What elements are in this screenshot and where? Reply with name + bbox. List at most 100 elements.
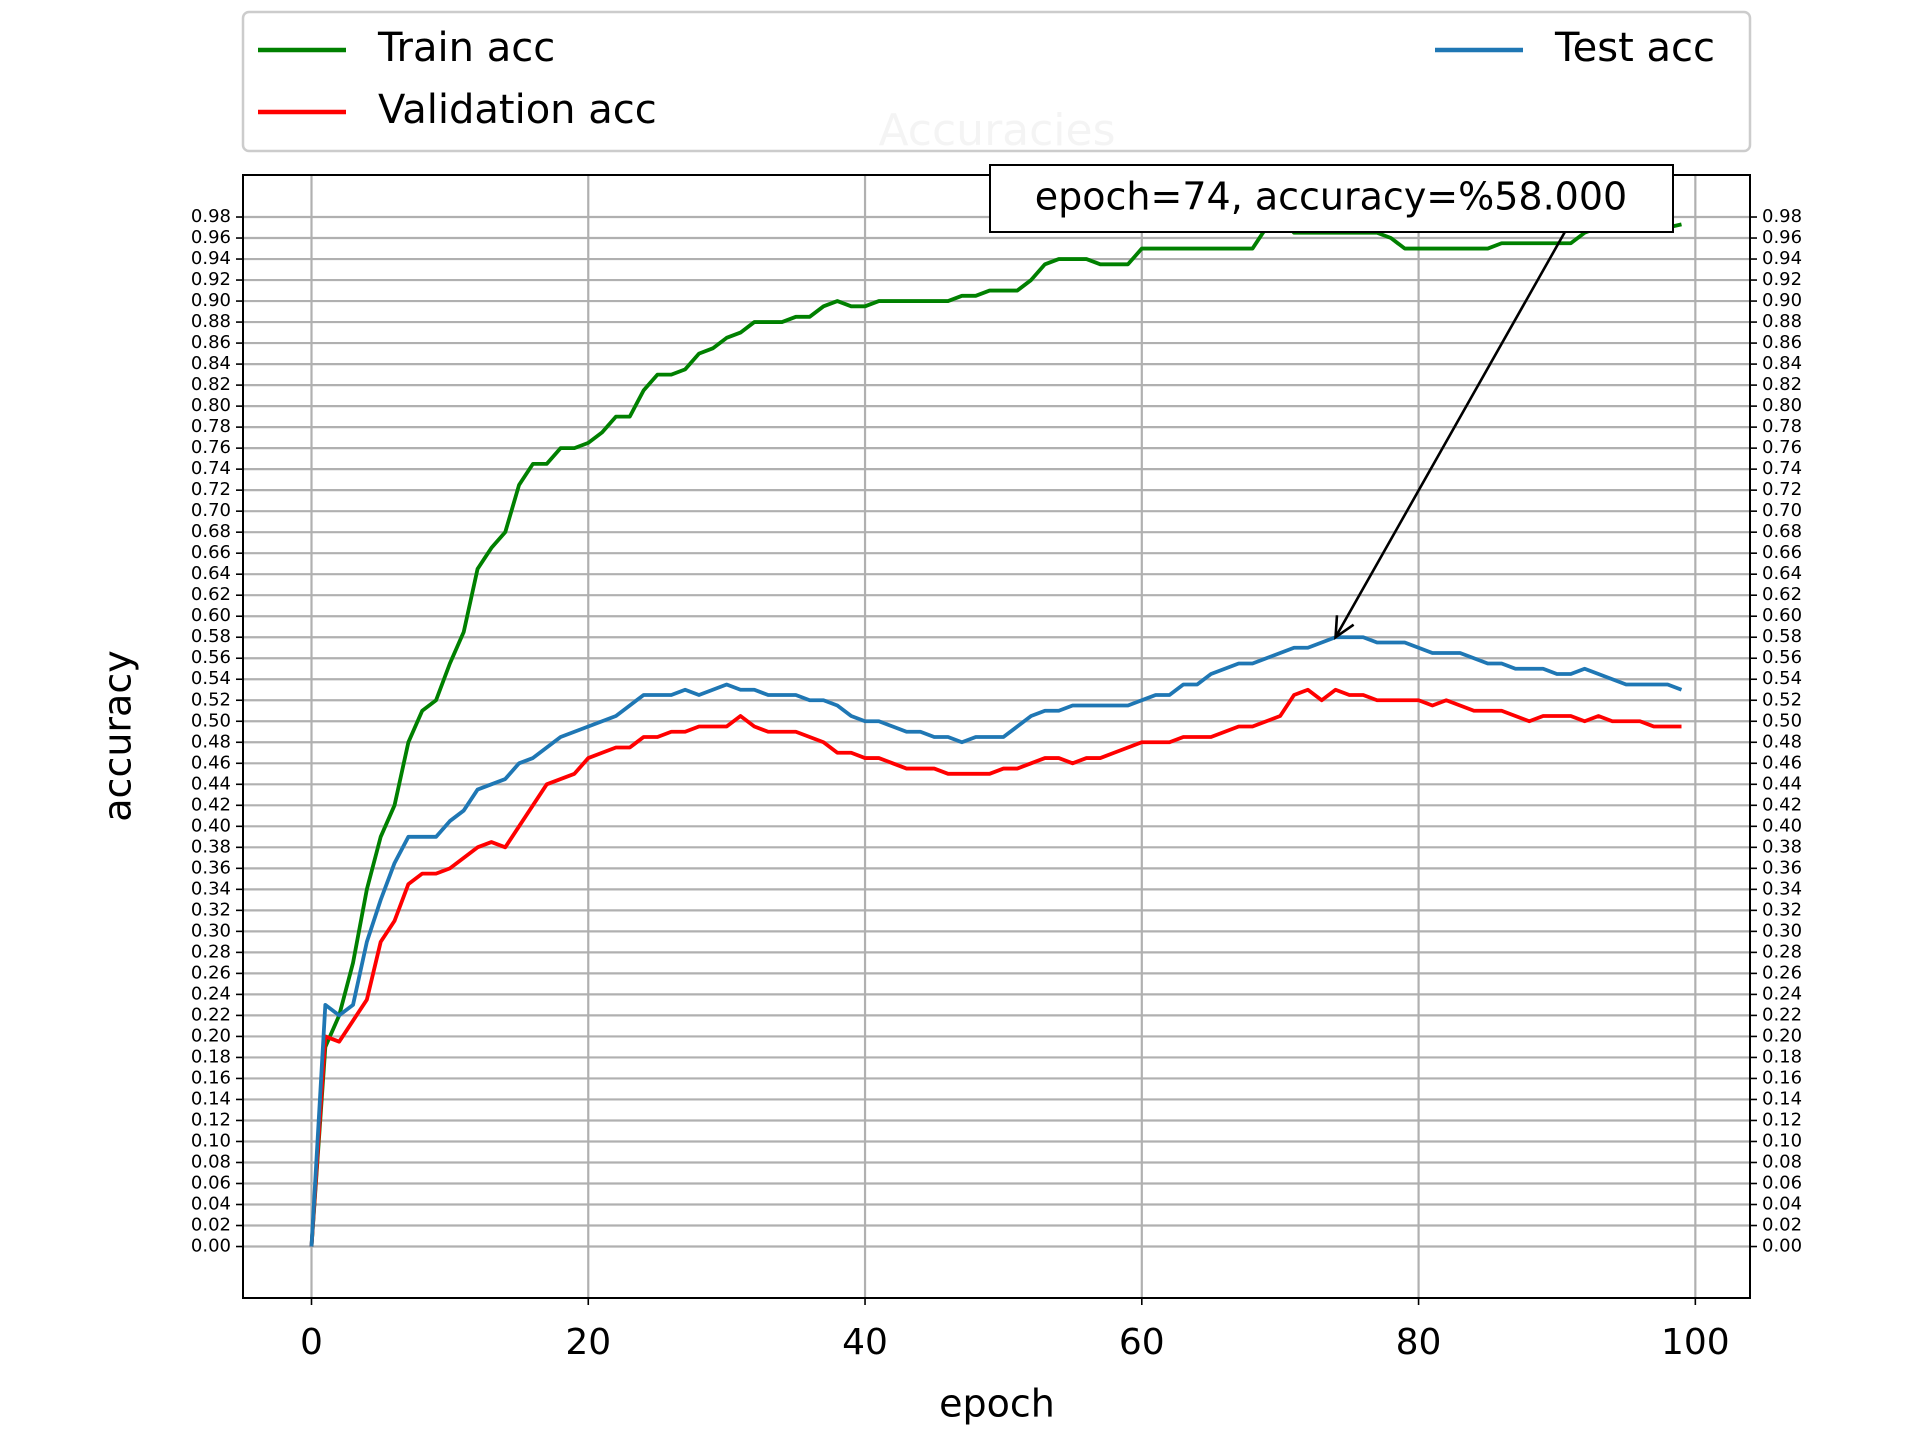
- y-tick-label-right: 0.84: [1762, 353, 1802, 374]
- y-tick-label: 0.42: [191, 794, 231, 815]
- y-tick-label-right: 0.30: [1762, 920, 1802, 941]
- y-tick-label: 0.16: [191, 1067, 231, 1088]
- y-tick-label-right: 0.18: [1762, 1046, 1802, 1067]
- y-tick-label-right: 0.02: [1762, 1215, 1802, 1236]
- y-tick-label: 0.18: [191, 1046, 231, 1067]
- y-tick-label-right: 0.50: [1762, 710, 1802, 731]
- y-tick-label-right: 0.74: [1762, 458, 1802, 479]
- y-tick-label: 0.70: [191, 500, 231, 521]
- y-tick-label: 0.68: [191, 521, 231, 542]
- y-tick-label-right: 0.92: [1762, 269, 1802, 290]
- y-tick-label-right: 0.86: [1762, 332, 1802, 353]
- y-tick-label: 0.10: [191, 1130, 231, 1151]
- y-tick-label-right: 0.40: [1762, 815, 1802, 836]
- series-line: [309, 635, 1683, 1247]
- x-tick-label: 60: [1119, 1322, 1165, 1363]
- x-tick-label: 40: [842, 1322, 888, 1363]
- y-tick-label: 0.84: [191, 353, 231, 374]
- y-tick-label: 0.26: [191, 962, 231, 983]
- y-tick-label-right: 0.28: [1762, 941, 1802, 962]
- y-tick-label-right: 0.82: [1762, 374, 1802, 395]
- y-tick-label-right: 0.00: [1762, 1236, 1802, 1257]
- y-tick-label-right: 0.60: [1762, 605, 1802, 626]
- y-tick-label: 0.02: [191, 1215, 231, 1236]
- y-tick-label: 0.66: [191, 542, 231, 563]
- y-tick-label: 0.30: [191, 920, 231, 941]
- y-tick-label-right: 0.58: [1762, 626, 1802, 647]
- y-tick-label: 0.76: [191, 437, 231, 458]
- annotation-text: epoch=74, accuracy=%58.000: [1035, 175, 1627, 219]
- y-tick-label: 0.14: [191, 1088, 231, 1109]
- y-tick-label-right: 0.64: [1762, 563, 1802, 584]
- legend-label: Test acc: [1554, 25, 1715, 71]
- y-tick-label-right: 0.88: [1762, 311, 1802, 332]
- y-tick-label-right: 0.54: [1762, 668, 1802, 689]
- y-tick-label-right: 0.24: [1762, 983, 1802, 1004]
- annotation-arrow: [1334, 229, 1568, 640]
- y-tick-label: 0.72: [191, 479, 231, 500]
- y-tick-label-right: 0.16: [1762, 1067, 1802, 1088]
- y-tick-label: 0.54: [191, 668, 231, 689]
- y-tick-label: 0.48: [191, 731, 231, 752]
- y-tick-label-right: 0.12: [1762, 1109, 1802, 1130]
- y-tick-label: 0.88: [191, 311, 231, 332]
- y-tick-label: 0.52: [191, 689, 231, 710]
- y-tick-label-right: 0.70: [1762, 500, 1802, 521]
- y-tick-label: 0.58: [191, 626, 231, 647]
- y-tick-label-right: 0.38: [1762, 836, 1802, 857]
- y-tick-label-right: 0.20: [1762, 1025, 1802, 1046]
- y-tick-label: 0.90: [191, 290, 231, 311]
- y-tick-label: 0.34: [191, 878, 231, 899]
- y-tick-label: 0.40: [191, 815, 231, 836]
- y-tick-label: 0.06: [191, 1172, 231, 1193]
- series-line: [309, 215, 1682, 1247]
- y-tick-label: 0.46: [191, 752, 231, 773]
- y-tick-label: 0.62: [191, 584, 231, 605]
- y-tick-label: 0.36: [191, 857, 231, 878]
- y-tick-label: 0.32: [191, 899, 231, 920]
- y-tick-label: 0.22: [191, 1004, 231, 1025]
- y-tick-label-right: 0.06: [1762, 1172, 1802, 1193]
- y-tick-label-right: 0.66: [1762, 542, 1802, 563]
- legend-box: [241, 10, 1752, 153]
- y-tick-label: 0.44: [191, 773, 231, 794]
- y-tick-label-right: 0.78: [1762, 416, 1802, 437]
- y-tick-label-right: 0.48: [1762, 731, 1802, 752]
- legend-label: Validation acc: [378, 87, 657, 133]
- y-tick-label-right: 0.10: [1762, 1130, 1802, 1151]
- y-tick-label: 0.98: [191, 206, 231, 227]
- y-tick-label-right: 0.32: [1762, 899, 1802, 920]
- y-tick-label: 0.56: [191, 647, 231, 668]
- y-tick-label: 0.82: [191, 374, 231, 395]
- y-tick-label: 0.04: [191, 1194, 231, 1215]
- y-tick-label: 0.80: [191, 395, 231, 416]
- y-tick-label: 0.38: [191, 836, 231, 857]
- y-tick-label: 0.12: [191, 1109, 231, 1130]
- y-tick-label-right: 0.08: [1762, 1151, 1802, 1172]
- y-tick-label-right: 0.34: [1762, 878, 1802, 899]
- legend-label: Train acc: [377, 25, 555, 71]
- y-tick-label-right: 0.44: [1762, 773, 1802, 794]
- y-axis-label: accuracy: [96, 650, 140, 821]
- y-tick-label-right: 0.52: [1762, 689, 1802, 710]
- y-tick-label: 0.96: [191, 227, 231, 248]
- x-tick-label: 80: [1396, 1322, 1442, 1363]
- series-line: [309, 687, 1682, 1247]
- y-tick-label: 0.86: [191, 332, 231, 353]
- y-tick-label-right: 0.04: [1762, 1194, 1802, 1215]
- y-tick-label: 0.94: [191, 248, 231, 269]
- y-tick-label: 0.78: [191, 416, 231, 437]
- y-tick-label-right: 0.26: [1762, 962, 1802, 983]
- y-tick-label-right: 0.72: [1762, 479, 1802, 500]
- y-tick-label-right: 0.22: [1762, 1004, 1802, 1025]
- y-tick-label: 0.20: [191, 1025, 231, 1046]
- y-tick-label: 0.28: [191, 941, 231, 962]
- y-tick-label-right: 0.42: [1762, 794, 1802, 815]
- y-tick-label-right: 0.90: [1762, 290, 1802, 311]
- y-tick-label: 0.92: [191, 269, 231, 290]
- y-tick-label: 0.24: [191, 983, 231, 1004]
- y-tick-label-right: 0.98: [1762, 206, 1802, 227]
- y-tick-label-right: 0.46: [1762, 752, 1802, 773]
- x-tick-label: 100: [1661, 1322, 1730, 1363]
